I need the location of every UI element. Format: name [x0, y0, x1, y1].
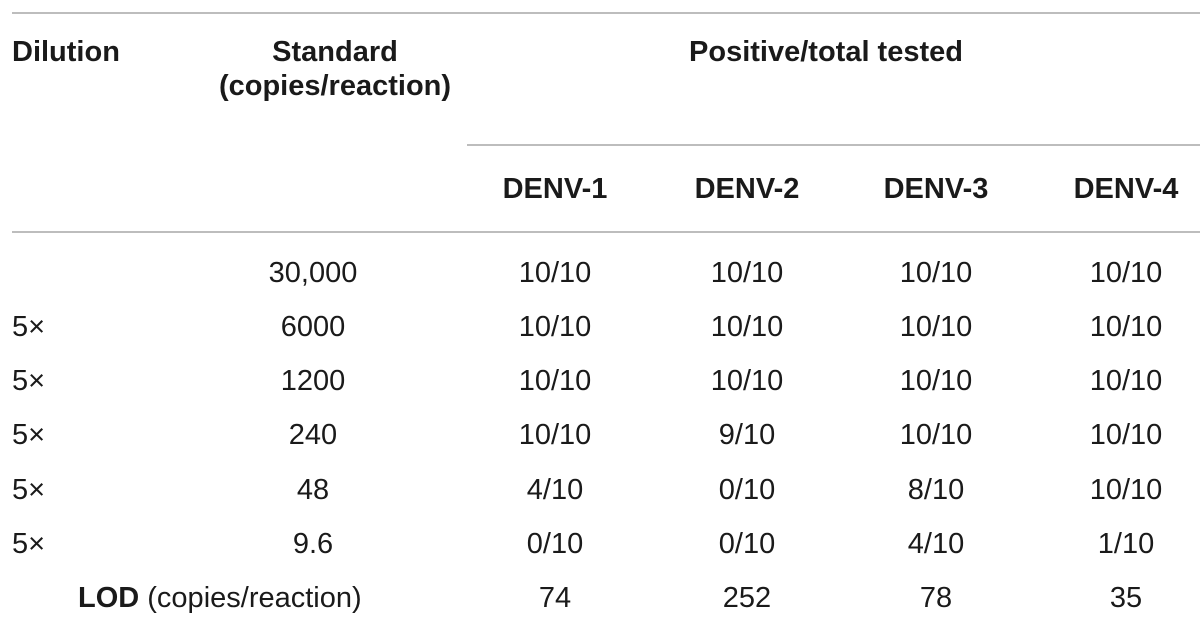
header-standard-line2: (copies/reaction): [218, 70, 452, 102]
row-3-denv-1: 10/10: [518, 365, 592, 397]
header-denv-2: DENV-2: [694, 173, 800, 205]
row-6-denv-4: 1/10: [1097, 528, 1155, 560]
lod-label: LOD (copies/reaction): [78, 581, 362, 615]
row-5-standard: 48: [296, 474, 330, 506]
row-1-denv-3: 10/10: [899, 257, 973, 289]
row-2-dilution: 5×: [12, 311, 46, 343]
row-3-denv-3: 10/10: [899, 365, 973, 397]
row-5-denv-2: 0/10: [718, 474, 776, 506]
row-2-denv-4: 10/10: [1089, 311, 1163, 343]
row-3-dilution: 5×: [12, 365, 46, 397]
row-2-denv-3: 10/10: [899, 311, 973, 343]
row-3-standard: 1200: [280, 365, 346, 397]
row-6-denv-1: 0/10: [526, 528, 584, 560]
header-standard: Standard (copies/reaction): [219, 35, 451, 103]
row-4-denv-2: 9/10: [718, 419, 776, 451]
row-5-denv-4: 10/10: [1089, 474, 1163, 506]
row-6-standard: 9.6: [292, 528, 334, 560]
row-3-denv-2: 10/10: [710, 365, 784, 397]
row-6-denv-2: 0/10: [718, 528, 776, 560]
lod-denv-4: 35: [1109, 582, 1143, 614]
row-1-denv-1: 10/10: [518, 257, 592, 289]
row-5-denv-1: 4/10: [526, 474, 584, 506]
row-1-standard: 30,000: [268, 257, 358, 289]
row-1-denv-4: 10/10: [1089, 257, 1163, 289]
row-2-standard: 6000: [280, 311, 346, 343]
row-6-dilution: 5×: [12, 528, 46, 560]
row-4-dilution: 5×: [12, 419, 46, 451]
lod-label-bold: LOD: [78, 582, 140, 614]
row-1-denv-2: 10/10: [710, 257, 784, 289]
header-denv-4: DENV-4: [1073, 173, 1179, 205]
row-3-denv-4: 10/10: [1089, 365, 1163, 397]
header-denv-3: DENV-3: [883, 173, 989, 205]
header-dilution: Dilution: [12, 36, 120, 68]
row-2-denv-1: 10/10: [518, 311, 592, 343]
header-positive-total: Positive/total tested: [689, 36, 963, 68]
lod-denv-1: 74: [538, 582, 572, 614]
row-4-denv-3: 10/10: [899, 419, 973, 451]
row-5-denv-3: 8/10: [907, 474, 965, 506]
top-rule: [12, 12, 1200, 14]
lod-denv-3: 78: [919, 582, 953, 614]
row-6-denv-3: 4/10: [907, 528, 965, 560]
row-4-denv-4: 10/10: [1089, 419, 1163, 451]
lod-denv-2: 252: [722, 582, 772, 614]
header-denv-1: DENV-1: [502, 173, 608, 205]
row-4-denv-1: 10/10: [518, 419, 592, 451]
header-rule: [12, 231, 1200, 233]
header-standard-line1: Standard: [272, 36, 398, 68]
row-5-dilution: 5×: [12, 474, 46, 506]
row-4-standard: 240: [288, 419, 338, 451]
lod-label-unit: (copies/reaction): [139, 582, 362, 614]
group-rule: [467, 144, 1200, 146]
row-2-denv-2: 10/10: [710, 311, 784, 343]
